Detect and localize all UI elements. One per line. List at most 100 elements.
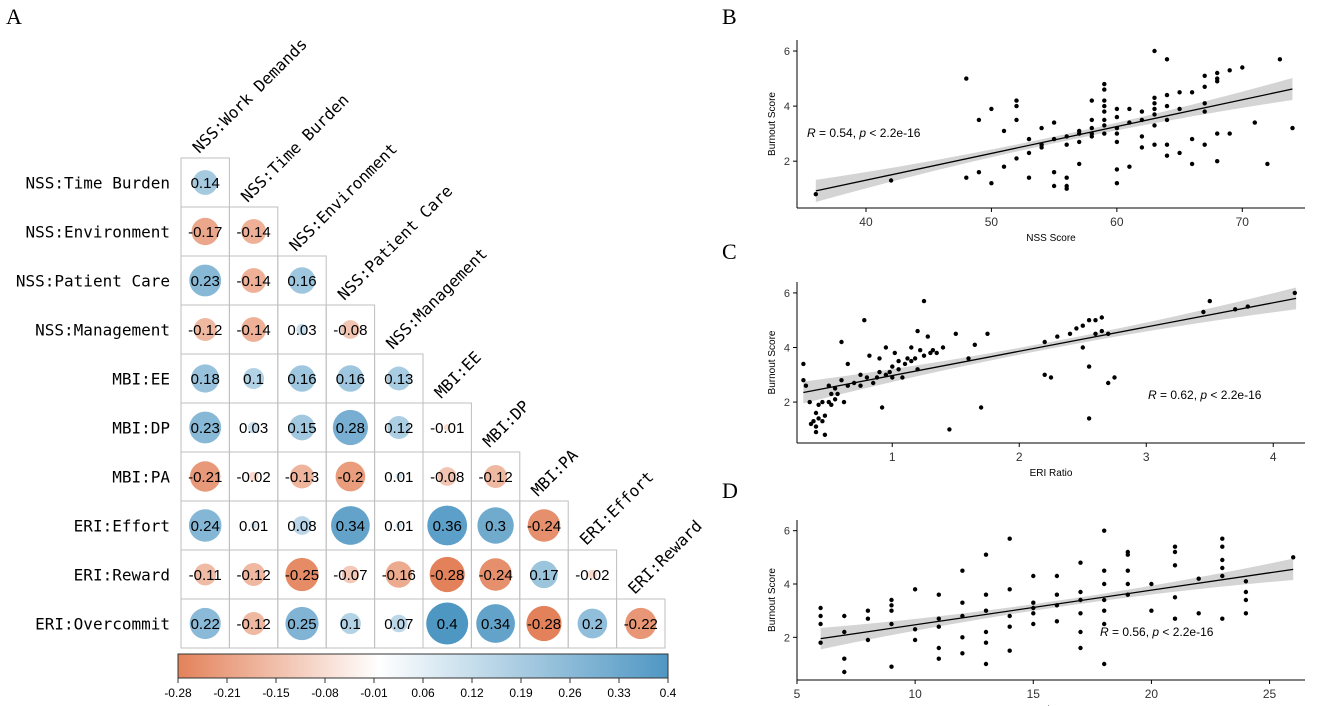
data-point	[1064, 175, 1069, 180]
correlation-circle	[241, 268, 267, 293]
data-point	[865, 608, 871, 613]
correlation-value: -0.12	[236, 567, 270, 584]
data-point	[890, 375, 895, 380]
data-point	[1086, 364, 1092, 369]
data-point	[983, 592, 989, 597]
data-point	[1089, 98, 1095, 103]
correlation-circle	[193, 318, 217, 341]
data-point	[983, 608, 989, 613]
data-point	[1291, 555, 1296, 560]
data-point	[1125, 581, 1131, 587]
panel-label-b: B	[722, 4, 737, 29]
x-tick-label: 2	[1016, 450, 1023, 464]
annotation-suffix: < 2.2e-16	[1159, 625, 1214, 639]
data-point	[983, 640, 989, 645]
data-point	[865, 616, 871, 621]
data-point	[1127, 106, 1132, 112]
data-point	[1202, 84, 1207, 90]
data-point	[1139, 109, 1145, 114]
correlation-circle	[443, 424, 451, 431]
data-point	[1240, 65, 1245, 70]
data-point	[964, 76, 969, 81]
data-point	[1292, 290, 1298, 296]
data-point	[1152, 123, 1157, 128]
data-point	[1177, 90, 1182, 95]
data-point	[820, 399, 825, 405]
data-point	[1189, 161, 1195, 167]
correlation-circle	[242, 612, 266, 635]
correlation-circle	[189, 264, 222, 297]
correlation-value: -0.24	[478, 567, 512, 584]
data-point	[940, 345, 946, 350]
correlation-value: 0.01	[239, 518, 268, 535]
correlation-value: -0.08	[430, 469, 464, 486]
correlation-value: -0.21	[188, 469, 222, 486]
correlation-grid	[180, 157, 666, 649]
data-point	[934, 350, 939, 356]
data-point	[865, 637, 871, 643]
data-point	[912, 627, 918, 632]
correlation-value: -0.12	[188, 322, 222, 339]
correlation-value: 0.3	[485, 518, 506, 535]
data-point	[1172, 544, 1178, 549]
correlation-value: -0.24	[527, 518, 561, 535]
correlation-value: 0.34	[481, 616, 510, 633]
data-point	[925, 334, 930, 339]
data-point	[909, 345, 914, 350]
column-label: MBI:DP	[479, 397, 533, 451]
data-point	[1243, 611, 1249, 616]
data-point	[1102, 103, 1107, 109]
correlation-circle	[191, 364, 220, 393]
y-tick-label: 6	[784, 46, 790, 58]
correlation-value: 0.22	[191, 616, 220, 633]
correlation-circle	[191, 217, 219, 246]
data-point	[1164, 142, 1170, 147]
correlation-value: -0.28	[527, 616, 561, 633]
row-label: NSS:Time Burden	[26, 174, 171, 193]
data-point	[1114, 181, 1120, 186]
data-point	[972, 342, 977, 347]
correlation-value: 0.18	[191, 371, 220, 388]
data-point	[1093, 331, 1098, 336]
annotation-suffix: < 2.2e-16	[866, 126, 921, 140]
data-point	[818, 621, 823, 627]
panel-label-d: D	[722, 478, 738, 503]
correlation-value: -0.08	[333, 322, 367, 339]
correlation-value: -0.17	[188, 224, 222, 241]
x-tick-label: 15	[1027, 687, 1041, 701]
correlation-circle	[241, 219, 267, 244]
correlation-circle	[426, 602, 469, 645]
correlation-circle	[285, 557, 319, 592]
data-point	[1172, 595, 1178, 600]
data-point	[960, 568, 965, 573]
correlation-circle	[189, 411, 222, 444]
colorbar: -0.28 -0.21 -0.15 -0.08 -0.01 0.06 0.12 0.19 0.2…	[164, 653, 677, 700]
data-point	[832, 397, 838, 402]
correlation-circle	[189, 607, 221, 640]
data-point	[1114, 114, 1120, 120]
data-point	[864, 375, 870, 380]
data-point	[983, 629, 989, 635]
row-labels: NSS:Time Burden NSS:Environment NSS:Patien…	[16, 174, 170, 634]
correlation-value: 0.1	[340, 616, 361, 633]
y-tick-label: 4	[784, 342, 790, 354]
data-point	[1099, 315, 1105, 320]
data-point	[1227, 131, 1232, 136]
column-label: MBI:PA	[527, 445, 582, 500]
correlation-value: 0.03	[287, 322, 316, 339]
data-point	[921, 298, 927, 304]
data-point	[862, 318, 867, 323]
correlation-matrix: 0.14 -0.17 -0.14 0.23 -0.14 0.16 -0.12 -0.14 0.0…	[16, 34, 706, 649]
correlation-value: 0.08	[287, 518, 316, 535]
row-label: MBI:PA	[112, 468, 170, 487]
data-point	[1172, 549, 1178, 555]
scatter-panel-b: 40 50 60 70 2 4 6 NSS Score Burnout Score R = 0.5…	[767, 40, 1305, 244]
correlation-circle	[527, 509, 561, 542]
correlation-value: -0.14	[236, 322, 270, 339]
data-point	[936, 656, 941, 661]
data-point	[1102, 621, 1107, 627]
y-tick-label: 6	[784, 288, 790, 300]
data-point	[1139, 134, 1145, 139]
data-point	[889, 608, 894, 613]
correlation-circles	[188, 170, 657, 645]
